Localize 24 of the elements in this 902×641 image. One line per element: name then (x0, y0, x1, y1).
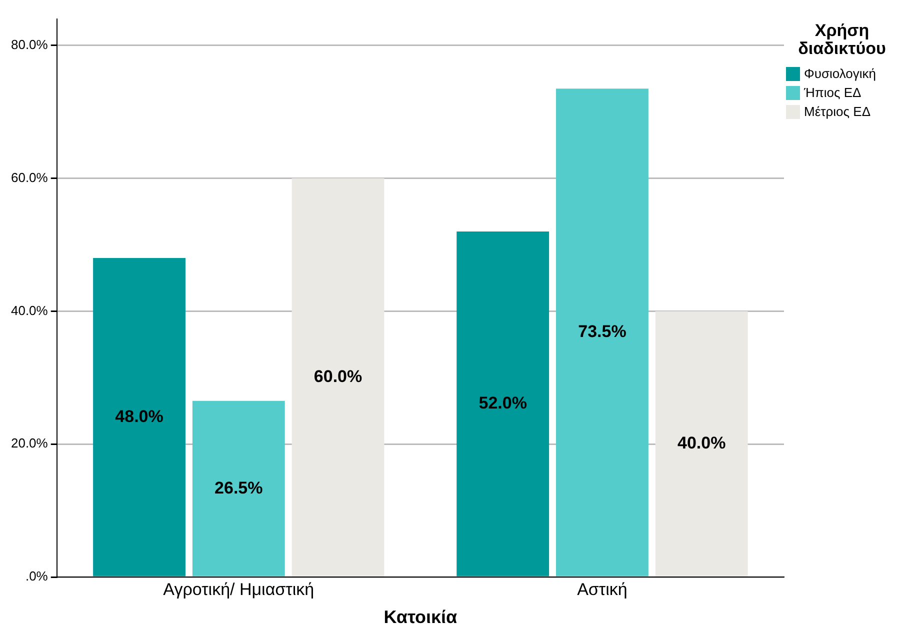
y-tick-label: 80.0% (10, 36, 48, 52)
data-label: 60.0% (314, 366, 362, 386)
legend-label: Ήπιος ΕΔ (804, 85, 862, 100)
y-tick-label: 60.0% (10, 170, 48, 185)
data-label: 26.5% (214, 478, 263, 498)
y-tick-label: 20.0% (10, 436, 48, 451)
bar (556, 88, 648, 576)
x-tick-label: Αστική (577, 580, 628, 599)
y-tick-label: .0% (25, 568, 48, 584)
data-label: 40.0% (677, 433, 726, 452)
legend-label: Μέτριος ΕΔ (804, 104, 871, 119)
data-label: 73.5% (578, 322, 626, 342)
bar (93, 258, 186, 576)
bar (655, 311, 748, 576)
y-tick-label: 40.0% (10, 302, 48, 318)
legend-title: Χρήση διαδικτύου (797, 21, 887, 58)
x-axis-title: Κατοικία (384, 607, 458, 628)
legend-label: Φυσιολογική (804, 66, 876, 81)
bar (192, 400, 285, 576)
data-label: 52.0% (478, 394, 527, 413)
bar (292, 178, 384, 576)
data-label: 48.0% (115, 406, 164, 426)
x-tick-label: Αγροτική/ Ημιαστική (163, 580, 314, 599)
bar (456, 231, 550, 576)
